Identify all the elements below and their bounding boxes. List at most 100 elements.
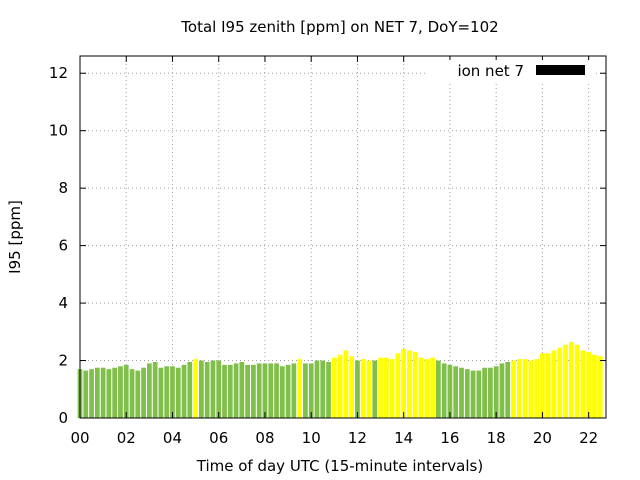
- bar: [222, 364, 227, 418]
- bar: [320, 360, 326, 418]
- bar: [297, 359, 303, 418]
- bar: [505, 361, 511, 418]
- bar: [470, 370, 476, 418]
- bar: [430, 357, 435, 418]
- bar: [516, 359, 522, 418]
- y-axis-label: I95 [ppm]: [6, 200, 24, 274]
- bar: [580, 350, 586, 418]
- bar: [488, 367, 493, 418]
- bar: [227, 364, 233, 418]
- plot-border: [79, 55, 607, 419]
- bar: [337, 354, 343, 418]
- bar: [360, 359, 366, 418]
- bars: [77, 341, 603, 418]
- bar: [551, 350, 557, 418]
- bar: [245, 364, 250, 418]
- bar: [534, 359, 540, 418]
- bar: [274, 363, 279, 418]
- legend: ion net 7: [428, 60, 596, 82]
- bar: [308, 363, 314, 418]
- bar: [476, 370, 482, 418]
- bar: [170, 366, 175, 418]
- bar: [436, 360, 441, 418]
- bar: [123, 364, 129, 418]
- bar: [152, 361, 158, 418]
- bar: [106, 369, 112, 418]
- x-tick-label: 00: [70, 429, 89, 447]
- bar: [395, 353, 401, 418]
- bar: [146, 363, 152, 418]
- bar: [366, 360, 372, 418]
- bar: [251, 364, 256, 418]
- bar: [586, 351, 592, 418]
- y-tick-label: 10: [49, 122, 68, 140]
- bar: [285, 364, 291, 418]
- bar: [129, 369, 135, 418]
- bar: [268, 363, 274, 418]
- bar: [204, 361, 210, 418]
- bar: [499, 363, 505, 418]
- bar: [83, 370, 89, 418]
- bar: [262, 363, 268, 418]
- bar: [314, 360, 320, 418]
- bar: [164, 366, 170, 418]
- bar: [482, 367, 487, 418]
- x-tick-label: 02: [117, 429, 136, 447]
- grid-lines: [80, 56, 606, 418]
- bar: [372, 360, 378, 418]
- x-axis-label: Time of day UTC (15-minute intervals): [196, 457, 483, 475]
- y-tick-label: 6: [58, 237, 68, 255]
- bar: [447, 364, 453, 418]
- bar: [349, 356, 355, 418]
- y-tick-label: 4: [58, 294, 68, 312]
- bar: [459, 367, 464, 418]
- bar: [493, 366, 499, 418]
- bar: [181, 364, 187, 418]
- x-tick-label: 04: [163, 429, 182, 447]
- bar: [389, 359, 395, 418]
- x-tick-label: 10: [302, 429, 321, 447]
- bar: [326, 361, 331, 418]
- bar: [464, 369, 470, 418]
- bar: [597, 356, 603, 418]
- bar: [279, 366, 285, 418]
- bar: [199, 360, 204, 418]
- x-tick-label: 18: [487, 429, 506, 447]
- bar: [187, 361, 193, 418]
- bar: [424, 359, 430, 418]
- bar: [291, 363, 297, 418]
- chart-title: Total I95 zenith [ppm] on NET 7, DoY=102: [180, 18, 498, 36]
- legend-label: ion net 7: [457, 62, 524, 80]
- bar: [418, 357, 424, 418]
- bar: [216, 360, 222, 418]
- bar: [540, 353, 545, 418]
- bar: [528, 360, 534, 418]
- bar: [331, 357, 337, 418]
- bar: [441, 363, 447, 418]
- bar: [343, 350, 349, 418]
- bar: [545, 353, 551, 418]
- x-tick-label: 08: [255, 429, 274, 447]
- bar: [355, 360, 360, 418]
- bar: [94, 367, 100, 418]
- legend-swatch: [536, 65, 585, 75]
- bar: [378, 357, 383, 418]
- bar: [118, 366, 123, 418]
- bar: [233, 363, 239, 418]
- bar: [239, 361, 245, 418]
- bar: [511, 360, 516, 418]
- bar: [112, 367, 118, 418]
- bar: [100, 367, 106, 418]
- bar: [135, 370, 141, 418]
- bar: [89, 369, 94, 418]
- bar: [303, 363, 308, 418]
- bar: [522, 359, 528, 418]
- bar: [141, 367, 146, 418]
- bar: [563, 344, 568, 418]
- bar: [412, 351, 418, 418]
- bar: [401, 349, 407, 418]
- bar: [158, 367, 164, 418]
- y-tick-label: 2: [58, 352, 68, 370]
